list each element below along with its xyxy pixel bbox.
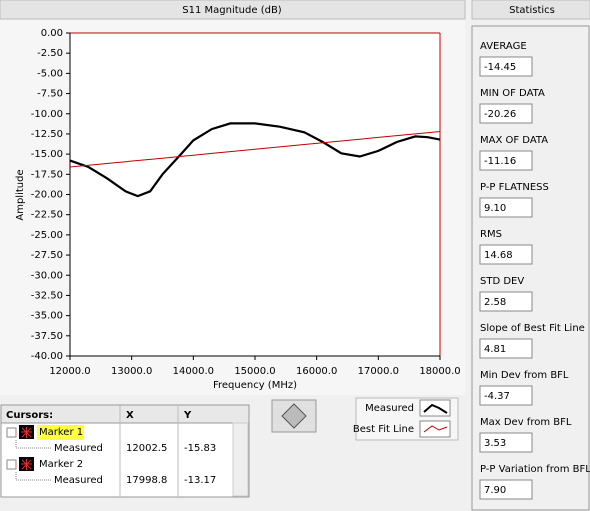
scrollbar[interactable] [232, 422, 249, 497]
x-tick-label: 18000.0 [419, 366, 460, 377]
legend-swatch[interactable] [419, 420, 451, 438]
x-axis-label: Frequency (MHz) [213, 380, 297, 391]
marker-plot: Measured [54, 475, 103, 486]
stats-title: Statistics [509, 5, 555, 16]
y-tick-label: -37.50 [31, 331, 63, 342]
cursor-header-label: Cursors: [6, 410, 53, 421]
marker-cross [21, 427, 32, 470]
stat-box [479, 479, 533, 500]
stat-box [479, 338, 533, 359]
stat-value: -20.26 [484, 109, 516, 120]
stat-value: -11.16 [484, 156, 516, 167]
stat-label: AVERAGE [480, 41, 527, 52]
marker-x: 17998.8 [126, 475, 167, 486]
y-tick-label: -25.00 [31, 230, 63, 241]
x-tick-label: 16000.0 [296, 366, 337, 377]
legend-swatch[interactable] [419, 399, 451, 417]
stat-box [479, 103, 533, 124]
stat-box [479, 150, 533, 171]
legend-sample [423, 425, 448, 433]
stat-label: Max Dev from BFL [480, 417, 572, 428]
y-tick-label: -20.00 [31, 190, 63, 201]
diamond-icon [281, 403, 307, 429]
stat-value: -4.37 [484, 391, 510, 402]
cursor-header-label: X [126, 410, 134, 421]
stat-value: 3.53 [484, 438, 506, 449]
expand-box[interactable] [6, 459, 17, 470]
y-tick-label: -15.00 [31, 149, 63, 160]
stat-label: P-P Variation from BFL [480, 464, 590, 475]
selection-highlight [37, 425, 84, 440]
y-tick-label: -10.00 [31, 109, 63, 120]
legend-label: Best Fit Line [353, 424, 414, 435]
legend-sample [423, 403, 448, 414]
y-tick-label: -7.50 [37, 89, 63, 100]
stat-value: -14.45 [484, 62, 516, 73]
stat-label: STD DEV [480, 276, 524, 287]
x-tick-label: 14000.0 [173, 366, 214, 377]
y-tick-label: -2.50 [37, 48, 63, 59]
y-tick-label: -17.50 [31, 169, 63, 180]
legend-label: Measured [365, 403, 414, 414]
stat-value: 2.58 [484, 297, 506, 308]
y-tick-label: -35.00 [31, 311, 63, 322]
y-tick-label: -27.50 [31, 250, 63, 261]
stat-value: 14.68 [484, 250, 513, 261]
marker-y: -13.17 [184, 475, 216, 486]
plot-area [70, 33, 440, 356]
stat-label: MIN OF DATA [480, 88, 545, 99]
chart-title: S11 Magnitude (dB) [182, 5, 282, 16]
marker-name: Marker 1 [39, 427, 83, 438]
stat-box [479, 385, 533, 406]
y-tick-label: 0.00 [41, 28, 63, 39]
stat-label: Slope of Best Fit Line [480, 323, 585, 334]
cursor-header-label: Y [183, 410, 192, 421]
marker-plot: Measured [54, 443, 103, 454]
series-line [69, 122, 441, 198]
y-tick-label: -22.50 [31, 210, 63, 221]
stat-value: 9.10 [484, 203, 506, 214]
x-tick-label: 15000.0 [234, 366, 275, 377]
stat-label: Min Dev from BFL [480, 370, 569, 381]
y-tick-label: -30.00 [31, 270, 63, 281]
stats-title-bar [471, 0, 590, 20]
y-tick-label: -12.50 [31, 129, 63, 140]
stat-label: RMS [480, 229, 502, 240]
cursor-header [0, 404, 250, 424]
x-tick-label: 13000.0 [111, 366, 152, 377]
x-tick-label: 12000.0 [49, 366, 90, 377]
y-axis-label: Amplitude [15, 169, 26, 220]
marker-name: Marker 2 [39, 459, 83, 470]
title-bar [0, 0, 466, 20]
tree-line [15, 440, 52, 481]
stat-value: 7.90 [484, 485, 506, 496]
series-line [69, 131, 441, 168]
stat-value: 4.81 [484, 344, 506, 355]
stat-box [479, 56, 533, 77]
stat-box [479, 291, 533, 312]
y-tick-label: -40.00 [31, 351, 63, 362]
stat-box [479, 244, 533, 265]
marker-y: -15.83 [184, 443, 216, 454]
marker-x: 12002.5 [126, 443, 167, 454]
x-tick-label: 17000.0 [358, 366, 399, 377]
stat-label: P-P FLATNESS [480, 182, 549, 193]
stat-box [479, 197, 533, 218]
expand-box[interactable] [6, 427, 17, 438]
stat-label: MAX OF DATA [480, 135, 548, 146]
y-tick-label: -32.50 [31, 290, 63, 301]
stat-box [479, 432, 533, 453]
y-tick-label: -5.00 [37, 68, 63, 79]
